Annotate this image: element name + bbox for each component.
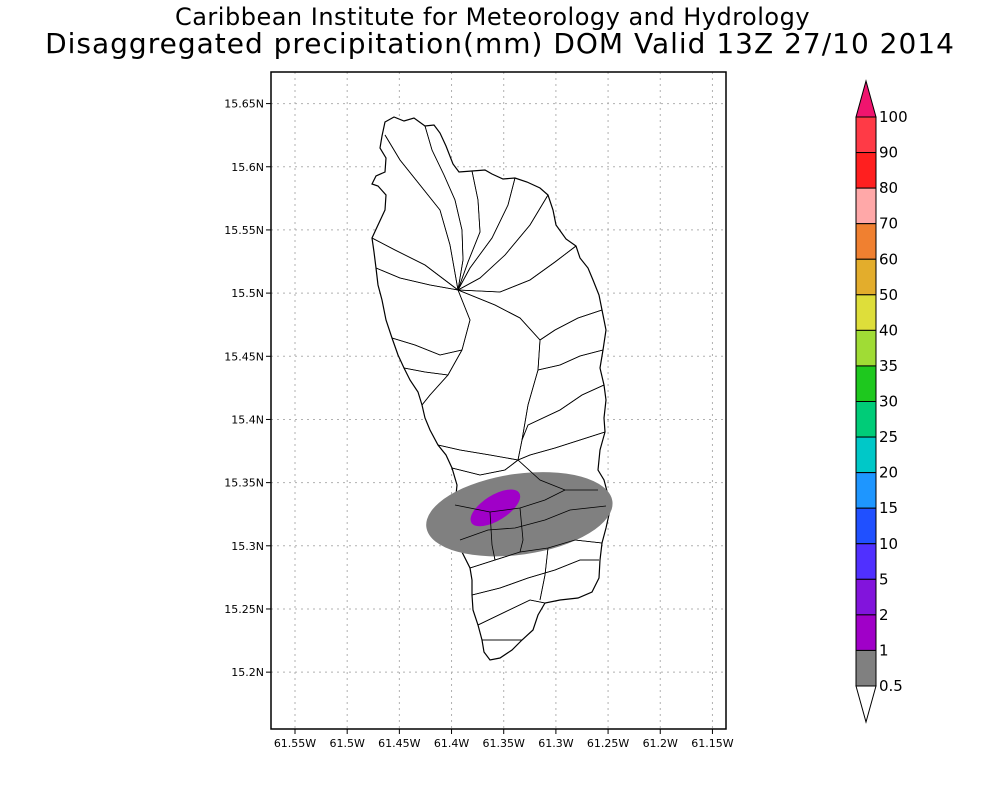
colorbar-swatch	[855, 187, 877, 225]
colorbar-swatch	[855, 614, 877, 651]
colorbar-label: 90	[879, 144, 898, 162]
colorbar-swatch	[855, 223, 877, 260]
colorbar-label: 0.5	[879, 677, 903, 695]
colorbar-swatch	[855, 436, 877, 474]
colorbar-label: 2	[879, 606, 889, 624]
lat-tick-label: 15.2N	[231, 666, 264, 679]
precipitation-colorbar: 100 90 80 70 60 50 40 35 30 25 20 15 10 5 2 1 0.5	[855, 79, 908, 724]
lon-tick-label: 61.3W	[538, 737, 573, 750]
colorbar-label: 50	[879, 286, 898, 304]
colorbar-label: 60	[879, 250, 898, 268]
colorbar-label: 30	[879, 393, 898, 411]
latitude-tick-labels: 15.65N 15.6N 15.55N 15.5N 15.45N 15.4N 15.35N 1…	[224, 98, 271, 679]
lat-tick-label: 15.4N	[231, 413, 264, 426]
colorbar-label: 80	[879, 179, 898, 197]
colorbar-swatch	[855, 578, 877, 616]
lat-tick-label: 15.3N	[231, 540, 264, 553]
lat-tick-label: 15.35N	[224, 477, 264, 490]
title-institute: Caribbean Institute for Meteorology and …	[174, 3, 811, 31]
colorbar-top-arrow	[855, 79, 877, 118]
lat-tick-label: 15.45N	[224, 350, 264, 363]
lon-tick-label: 61.5W	[329, 737, 364, 750]
lat-tick-label: 15.25N	[224, 603, 264, 616]
colorbar-swatch	[855, 294, 877, 331]
colorbar-bottom-arrow	[855, 685, 877, 724]
colorbar-label: 15	[879, 499, 898, 517]
precip-area-moderate	[470, 489, 521, 527]
lon-tick-label: 61.45W	[378, 737, 420, 750]
lat-tick-label: 15.55N	[224, 224, 264, 237]
lon-tick-label: 61.15W	[691, 737, 733, 750]
colorbar-swatch	[855, 329, 877, 367]
colorbar-label: 25	[879, 428, 898, 446]
colorbar-swatch	[855, 472, 877, 509]
lat-tick-label: 15.5N	[231, 287, 264, 300]
lon-tick-label: 61.35W	[483, 737, 525, 750]
colorbar-label: 70	[879, 215, 898, 233]
colorbar-label: 35	[879, 357, 898, 375]
colorbar-swatch	[855, 507, 877, 545]
colorbar-label: 10	[879, 535, 898, 553]
colorbar-swatch	[855, 258, 877, 296]
longitude-tick-labels: 61.55W 61.5W 61.45W 61.4W 61.35W 61.3W 61.25W 6…	[274, 729, 734, 750]
colorbar-swatch	[855, 365, 877, 402]
colorbar-swatch	[855, 152, 877, 189]
lon-tick-label: 61.55W	[274, 737, 316, 750]
lon-tick-label: 61.4W	[434, 737, 469, 750]
colorbar-label: 40	[879, 321, 898, 339]
colorbar-swatch	[855, 649, 877, 687]
title-product: Disaggregated precipitation(mm) DOM Vali…	[45, 27, 955, 60]
colorbar-label: 100	[879, 108, 908, 126]
lat-tick-label: 15.6N	[231, 161, 264, 174]
map-frame	[270, 71, 727, 730]
colorbar-label: 20	[879, 464, 898, 482]
watershed-boundaries	[371, 125, 607, 641]
lon-tick-label: 61.2W	[643, 737, 678, 750]
colorbar-label: 1	[879, 641, 889, 659]
lon-tick-label: 61.25W	[587, 737, 629, 750]
colorbar-label: 5	[879, 570, 889, 588]
lat-tick-label: 15.65N	[224, 98, 264, 111]
colorbar-swatch	[855, 543, 877, 580]
colorbar-swatch	[855, 116, 877, 154]
colorbar-swatch	[855, 401, 877, 438]
